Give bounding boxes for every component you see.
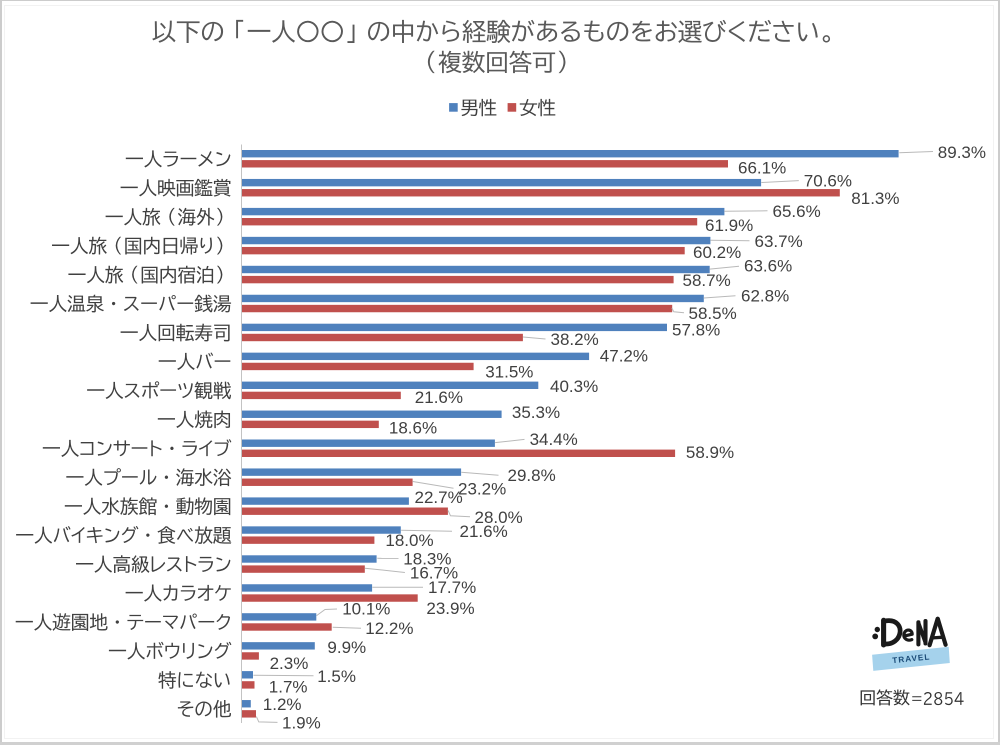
svg-text:81.3%: 81.3% [851,189,899,208]
svg-text:2.3%: 2.3% [270,654,309,673]
svg-text:62.8%: 62.8% [741,286,789,305]
svg-text:29.8%: 29.8% [508,466,556,485]
svg-text:58.5%: 58.5% [689,304,737,323]
svg-text:70.6%: 70.6% [804,171,852,190]
svg-text:1.9%: 1.9% [282,713,321,732]
svg-text:18.0%: 18.0% [385,531,433,550]
svg-text:61.9%: 61.9% [705,216,753,235]
svg-text:TRAVEL: TRAVEL [892,652,931,665]
svg-text:12.2%: 12.2% [365,619,413,638]
svg-text:1.5%: 1.5% [317,667,356,686]
svg-text:23.9%: 23.9% [426,599,474,618]
svg-text:89.3%: 89.3% [938,143,986,162]
svg-text:10.1%: 10.1% [342,599,390,618]
svg-text:57.8%: 57.8% [672,320,720,339]
svg-text:66.1%: 66.1% [738,158,786,177]
svg-text:17.7%: 17.7% [428,578,476,597]
svg-text:40.3%: 40.3% [550,377,598,396]
svg-text:9.9%: 9.9% [327,638,366,657]
svg-text:38.2%: 38.2% [551,330,599,349]
svg-text:34.4%: 34.4% [530,430,578,449]
svg-text:65.6%: 65.6% [773,202,821,221]
svg-text:21.6%: 21.6% [460,522,508,541]
svg-text:21.6%: 21.6% [415,388,463,407]
svg-text:16.7%: 16.7% [410,564,458,583]
svg-text:1.2%: 1.2% [263,695,302,714]
svg-text:31.5%: 31.5% [485,362,533,381]
svg-text:18.3%: 18.3% [403,549,451,568]
svg-text:63.6%: 63.6% [744,256,792,275]
svg-text:28.0%: 28.0% [475,508,523,527]
svg-text:22.7%: 22.7% [415,488,463,507]
svg-text:58.9%: 58.9% [686,443,734,462]
svg-text:23.2%: 23.2% [458,480,506,499]
svg-text:63.7%: 63.7% [755,232,803,251]
svg-text:18.6%: 18.6% [389,419,437,438]
svg-text:60.2%: 60.2% [693,243,741,262]
svg-text:58.7%: 58.7% [683,271,731,290]
svg-text:35.3%: 35.3% [512,403,560,422]
svg-text:1.7%: 1.7% [269,677,308,696]
svg-text:47.2%: 47.2% [600,346,648,365]
